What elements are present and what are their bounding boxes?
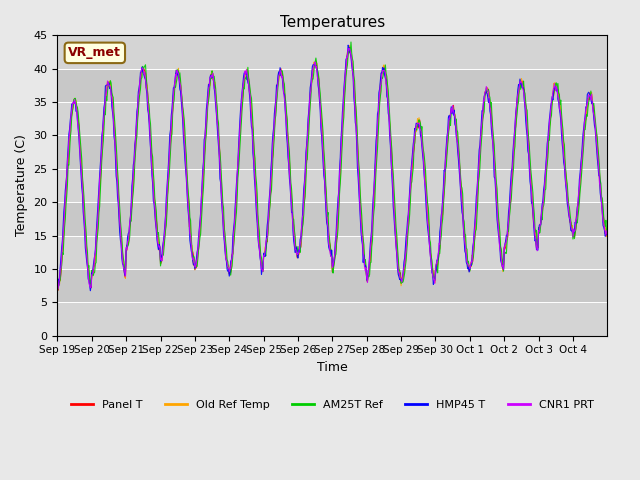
Bar xyxy=(58,69,607,102)
Bar xyxy=(58,202,607,236)
Legend: Panel T, Old Ref Temp, AM25T Ref, HMP45 T, CNR1 PRT: Panel T, Old Ref Temp, AM25T Ref, HMP45 … xyxy=(67,395,598,414)
Bar xyxy=(58,135,607,169)
Title: Temperatures: Temperatures xyxy=(280,15,385,30)
X-axis label: Time: Time xyxy=(317,361,348,374)
Bar xyxy=(58,269,607,302)
Text: VR_met: VR_met xyxy=(68,47,121,60)
Y-axis label: Temperature (C): Temperature (C) xyxy=(15,134,28,237)
